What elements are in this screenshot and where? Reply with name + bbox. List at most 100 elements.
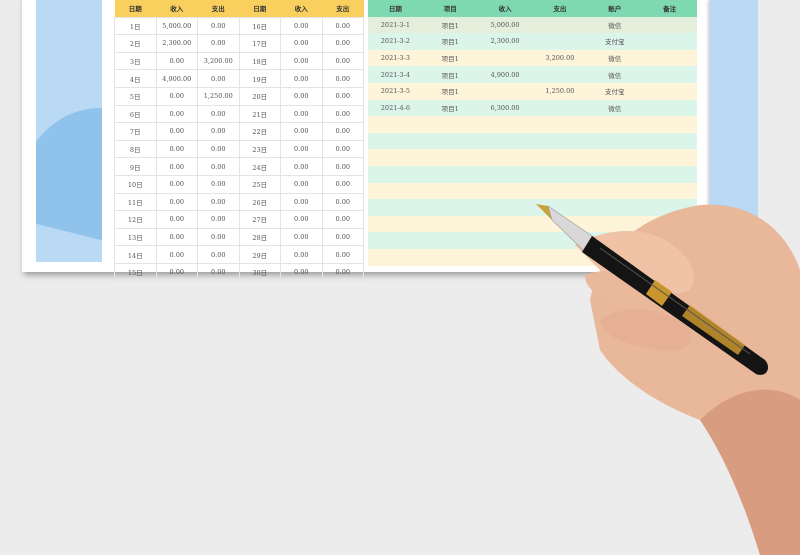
table-cell[interactable]: [477, 182, 533, 200]
table-cell[interactable]: [477, 49, 533, 67]
table-cell[interactable]: 2,300.00: [477, 33, 533, 50]
table-cell[interactable]: [477, 149, 533, 166]
table-cell[interactable]: [422, 182, 478, 200]
table-cell[interactable]: 0.00: [321, 51, 364, 71]
table-cell[interactable]: [642, 16, 697, 34]
table-cell[interactable]: [642, 149, 697, 166]
table-cell[interactable]: [422, 232, 478, 249]
table-cell[interactable]: 微信: [587, 66, 643, 83]
column-header[interactable]: 收入: [280, 0, 322, 18]
table-cell[interactable]: [477, 215, 533, 233]
column-header[interactable]: 账户: [587, 0, 643, 17]
table-cell[interactable]: [642, 99, 697, 117]
table-cell[interactable]: 项目1: [422, 49, 478, 67]
column-header[interactable]: 备注: [642, 0, 697, 17]
table-cell[interactable]: [587, 215, 643, 233]
table-cell[interactable]: [422, 199, 478, 216]
table-cell[interactable]: [368, 116, 423, 133]
table-cell[interactable]: [532, 33, 588, 50]
table-cell[interactable]: [477, 199, 533, 216]
table-cell[interactable]: [532, 165, 588, 183]
column-header[interactable]: 日期: [114, 0, 156, 18]
table-cell[interactable]: [642, 49, 697, 67]
table-cell[interactable]: [368, 132, 423, 150]
table-cell[interactable]: [642, 66, 697, 83]
table-cell[interactable]: [532, 16, 588, 34]
table-cell[interactable]: [532, 66, 588, 83]
table-cell[interactable]: [642, 182, 697, 200]
table-cell[interactable]: 微信: [587, 16, 643, 34]
table-cell[interactable]: 4,900.00: [477, 66, 533, 83]
table-cell[interactable]: 支付宝: [587, 82, 643, 100]
table-cell[interactable]: 2021-3-5: [368, 82, 423, 100]
column-header[interactable]: 日期: [368, 0, 423, 17]
table-cell[interactable]: [477, 132, 533, 150]
table-cell[interactable]: 2021-3-3: [368, 49, 423, 67]
table-cell[interactable]: 2021-3-1: [368, 16, 423, 34]
column-header[interactable]: 支出: [532, 0, 588, 17]
table-cell[interactable]: 项目1: [422, 99, 478, 117]
column-header[interactable]: 支出: [197, 0, 239, 18]
table-cell[interactable]: [642, 132, 697, 150]
table-cell[interactable]: [368, 149, 423, 166]
table-cell[interactable]: [642, 82, 697, 100]
table-cell[interactable]: 2021-3-4: [368, 66, 423, 83]
table-cell[interactable]: [642, 116, 697, 133]
table-cell[interactable]: [477, 232, 533, 249]
table-cell[interactable]: [422, 149, 478, 166]
table-cell[interactable]: 项目1: [422, 33, 478, 50]
table-cell[interactable]: [477, 82, 533, 100]
table-cell[interactable]: 0.00: [321, 262, 364, 282]
table-cell[interactable]: [477, 116, 533, 133]
table-cell[interactable]: [587, 149, 643, 166]
table-cell[interactable]: 3,200.00: [532, 49, 588, 67]
column-header[interactable]: 收入: [156, 0, 198, 18]
table-cell[interactable]: [368, 182, 423, 200]
table-cell[interactable]: [368, 232, 423, 249]
table-cell[interactable]: 微信: [587, 99, 643, 117]
table-cell[interactable]: 1,250.00: [532, 82, 588, 100]
table-cell[interactable]: [368, 215, 423, 233]
column-header[interactable]: 支出: [322, 0, 364, 18]
column-header[interactable]: 收入: [477, 0, 533, 17]
table-cell[interactable]: [422, 132, 478, 150]
table-cell[interactable]: 0.00: [197, 262, 240, 282]
table-cell[interactable]: 支付宝: [587, 33, 643, 50]
table-cell[interactable]: 0.00: [321, 16, 364, 36]
table-cell[interactable]: [532, 248, 588, 266]
table-cell[interactable]: [477, 165, 533, 183]
table-cell[interactable]: 项目1: [422, 66, 478, 83]
table-cell[interactable]: 30日: [238, 262, 281, 282]
table-cell[interactable]: [422, 165, 478, 183]
table-cell[interactable]: 0.00: [321, 104, 364, 124]
table-cell[interactable]: [368, 199, 423, 216]
table-cell[interactable]: [532, 116, 588, 133]
table-cell[interactable]: [368, 165, 423, 183]
column-header[interactable]: 日期: [239, 0, 281, 18]
table-cell[interactable]: [587, 165, 643, 183]
table-cell[interactable]: [587, 199, 643, 216]
table-cell[interactable]: [532, 182, 588, 200]
table-cell[interactable]: [422, 248, 478, 266]
table-cell[interactable]: [422, 116, 478, 133]
table-cell[interactable]: 项目1: [422, 16, 478, 34]
table-cell[interactable]: 项目1: [422, 82, 478, 100]
table-cell[interactable]: 5,000.00: [477, 16, 533, 34]
table-cell[interactable]: 2021-3-2: [368, 33, 423, 50]
table-cell[interactable]: [422, 215, 478, 233]
table-cell[interactable]: [532, 132, 588, 150]
table-cell[interactable]: [532, 149, 588, 166]
column-header[interactable]: 项目: [422, 0, 478, 17]
table-cell[interactable]: [532, 99, 588, 117]
table-cell[interactable]: [587, 132, 643, 150]
table-cell[interactable]: [587, 182, 643, 200]
table-cell[interactable]: 2021-4-6: [368, 99, 423, 117]
table-cell[interactable]: 0.00: [321, 34, 364, 53]
table-cell[interactable]: 6,300.00: [477, 99, 533, 117]
table-cell[interactable]: [642, 33, 697, 50]
table-cell[interactable]: [477, 248, 533, 266]
table-cell[interactable]: 微信: [587, 49, 643, 67]
table-cell[interactable]: [587, 116, 643, 133]
table-cell[interactable]: [368, 248, 423, 266]
table-cell[interactable]: [642, 165, 697, 183]
